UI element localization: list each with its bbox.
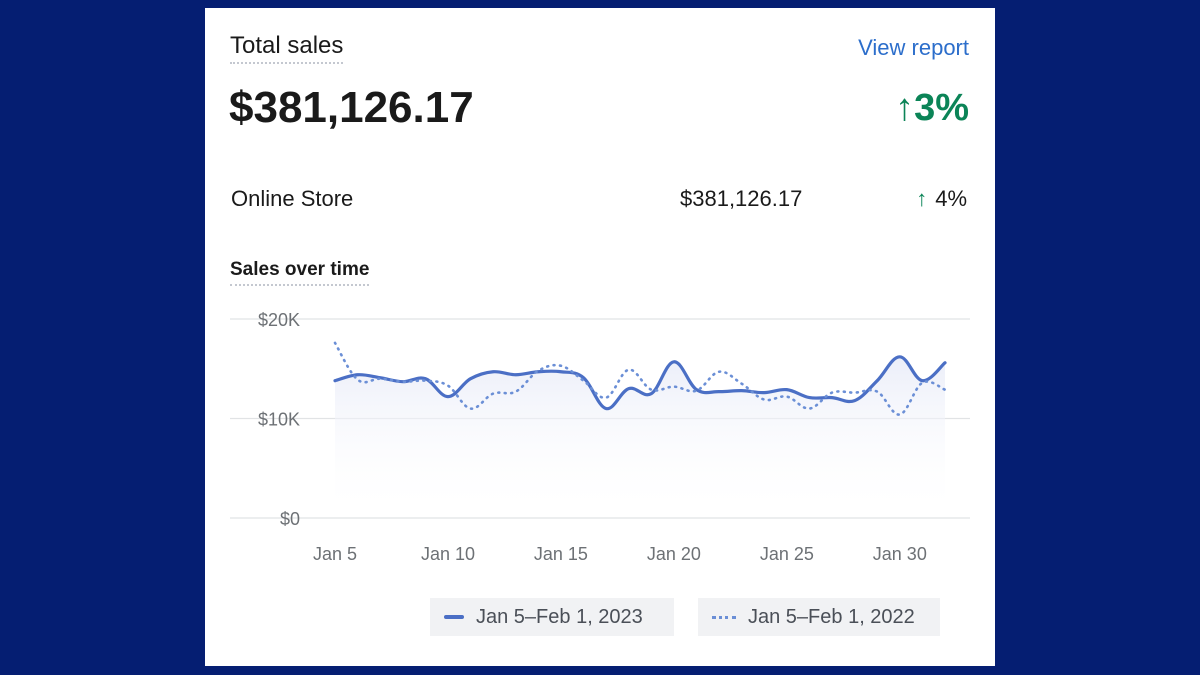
view-report-link[interactable]: View report: [858, 35, 969, 60]
total-sales-change: ↑3%: [895, 84, 969, 132]
solid-line-swatch-icon: [444, 615, 464, 619]
x-tick-label: Jan 20: [647, 544, 701, 564]
x-tick-label: Jan 10: [421, 544, 475, 564]
channel-change: ↑ 4%: [916, 186, 967, 212]
y-tick-label: $0: [280, 509, 300, 529]
y-tick-label: $10K: [258, 410, 300, 430]
total-sales-card: Total sales View report $381,126.17 ↑3% …: [205, 8, 995, 666]
card-title[interactable]: Total sales: [230, 32, 344, 64]
x-tick-label: Jan 15: [534, 544, 588, 564]
arrow-up-icon: ↑: [916, 186, 928, 211]
x-tick-label: Jan 5: [313, 544, 357, 564]
sales-line-chart: $0 $10K $20K Jan 5 Jan 10 Jan 15 Jan 20 Jan 25 J…: [230, 310, 970, 564]
x-tick-label: Jan 30: [873, 544, 927, 564]
chart-title[interactable]: Sales over time: [230, 258, 370, 286]
channel-value: $381,126.17: [680, 186, 803, 211]
dotted-line-swatch-icon: [712, 615, 736, 619]
series-line-current: [333, 355, 947, 411]
legend-item-current[interactable]: Jan 5–Feb 1, 2023: [430, 598, 674, 636]
x-tick-label: Jan 25: [760, 544, 814, 564]
series-line-previous: [333, 341, 947, 416]
legend-item-previous[interactable]: Jan 5–Feb 1, 2022: [698, 598, 940, 636]
channel-name: Online Store: [231, 186, 354, 211]
total-sales-value: $381,126.17: [229, 83, 474, 132]
y-tick-label: $20K: [258, 310, 300, 330]
legend-label-previous: Jan 5–Feb 1, 2022: [748, 605, 915, 628]
legend-label-current: Jan 5–Feb 1, 2023: [476, 605, 643, 628]
total-change-value: 3%: [914, 87, 969, 129]
arrow-up-icon: ↑: [895, 87, 915, 129]
channel-change-value: 4%: [935, 186, 967, 211]
